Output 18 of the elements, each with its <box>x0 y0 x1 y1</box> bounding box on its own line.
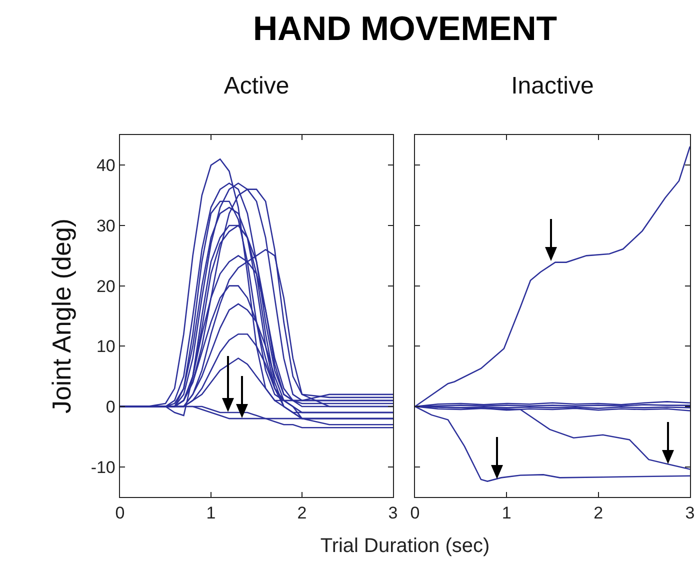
chart-subtitle: Active <box>224 72 290 100</box>
y-tick-label: 20 <box>96 276 116 296</box>
x-tick-label: 3 <box>685 504 695 523</box>
x-tick-label: 2 <box>297 504 307 523</box>
y-tick-label: 40 <box>96 156 116 176</box>
x-tick-label: 3 <box>388 504 398 523</box>
x-tick-label: 1 <box>206 504 216 523</box>
chart-subtitle: Inactive <box>511 72 594 100</box>
x-tick-label: 1 <box>502 504 512 523</box>
y-tick-label: 0 <box>106 397 116 416</box>
chart-title: HAND MOVEMENT <box>252 10 558 49</box>
y-tick-label: 30 <box>96 216 116 236</box>
x-tick-label: 2 <box>594 504 604 523</box>
x-axis-title: Trial Duration (sec) <box>319 535 491 558</box>
y-tick-label: 10 <box>96 337 116 356</box>
y-axis-title: Joint Angle (deg) <box>46 218 76 414</box>
x-tick-label: 0 <box>410 504 420 523</box>
y-tick-label: -10 <box>90 458 116 477</box>
